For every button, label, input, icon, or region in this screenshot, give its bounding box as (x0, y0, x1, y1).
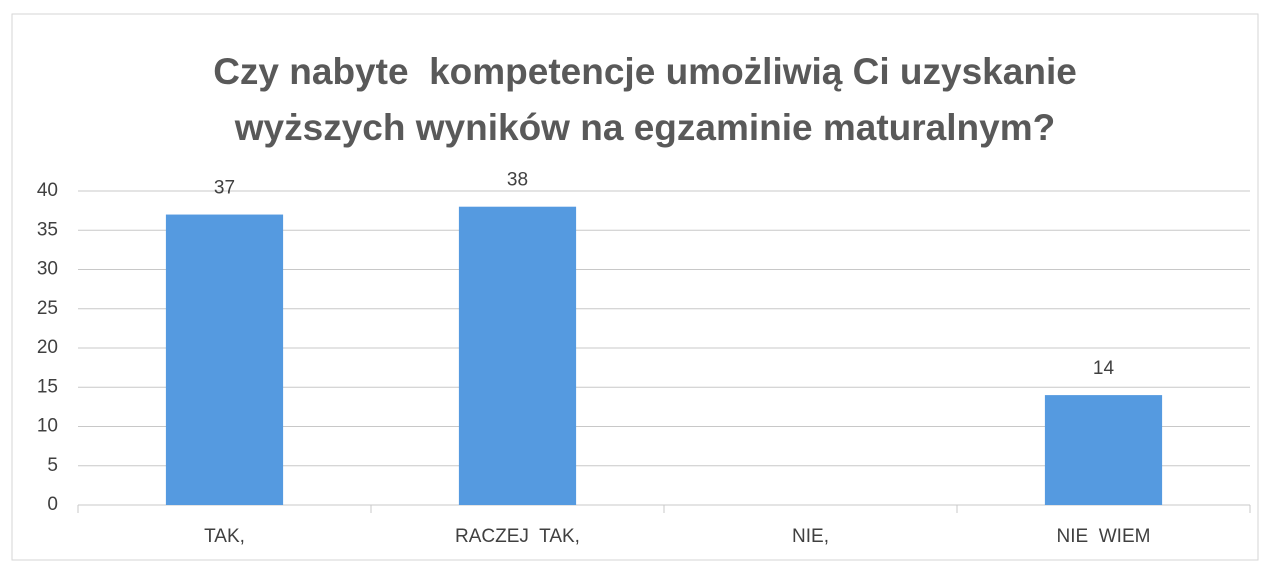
y-tick-label: 30 (37, 259, 58, 280)
chart-title: Czy nabyte kompetencje umożliwią Ci uzys… (213, 51, 1077, 92)
x-tick-label: NIE WIEM (1057, 526, 1151, 547)
y-tick-label: 40 (37, 180, 58, 201)
y-tick-label: 35 (37, 219, 58, 240)
y-tick-label: 0 (47, 494, 58, 515)
chart-frame (11, 13, 1259, 561)
x-tick-label: RACZEJ TAK, (455, 526, 580, 547)
y-tick-label: 15 (37, 376, 58, 397)
bar (1044, 395, 1163, 505)
x-tick-label: NIE, (792, 526, 829, 547)
data-label: 14 (1093, 358, 1115, 379)
bar (165, 214, 284, 506)
y-tick-label: 25 (37, 298, 58, 319)
data-label: 37 (214, 178, 235, 199)
y-tick-label: 20 (37, 337, 58, 358)
x-tick-label: TAK, (204, 526, 245, 547)
data-label: 38 (507, 170, 528, 191)
bar (458, 206, 577, 505)
y-tick-label: 5 (47, 455, 58, 476)
y-tick-label: 10 (37, 416, 58, 437)
chart-title: wyższych wyników na egzaminie maturalnym… (234, 107, 1055, 148)
